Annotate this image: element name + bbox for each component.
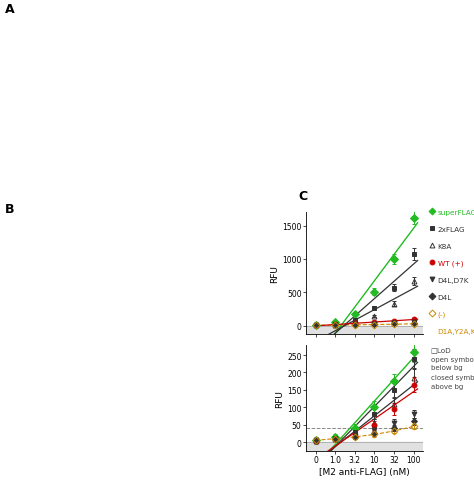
- Text: open symbols:: open symbols:: [430, 356, 474, 362]
- Text: K8A: K8A: [438, 243, 452, 249]
- Text: C: C: [299, 190, 308, 203]
- Text: above bg: above bg: [430, 383, 463, 389]
- Text: A: A: [5, 3, 14, 16]
- Text: □LoD: □LoD: [430, 346, 451, 352]
- Text: B: B: [5, 203, 14, 216]
- Text: D4L,D7K: D4L,D7K: [438, 277, 469, 283]
- Text: (-): (-): [438, 311, 446, 318]
- Text: closed symbols:: closed symbols:: [430, 375, 474, 381]
- Text: 2xFLAG: 2xFLAG: [438, 226, 465, 232]
- Bar: [306, 326, 423, 334]
- Text: D4L: D4L: [438, 294, 452, 300]
- Y-axis label: RFU: RFU: [275, 389, 284, 407]
- Text: below bg: below bg: [430, 365, 462, 371]
- Text: WT (+): WT (+): [438, 260, 463, 267]
- Text: D1A,Y2A,K3A: D1A,Y2A,K3A: [438, 328, 474, 334]
- Text: superFLAG: superFLAG: [438, 209, 474, 215]
- Y-axis label: RFU: RFU: [270, 265, 279, 283]
- Bar: [306, 442, 423, 451]
- X-axis label: [M2 anti-FLAG] (nM): [M2 anti-FLAG] (nM): [319, 467, 410, 476]
